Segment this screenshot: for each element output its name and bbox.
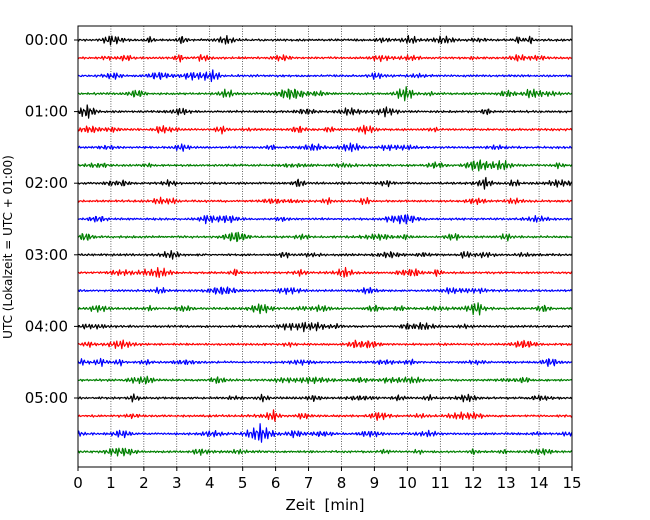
x-tick-label: 9 — [370, 474, 380, 492]
seismogram-trace — [77, 393, 573, 403]
x-tick-label: 11 — [431, 474, 450, 492]
plot-frame — [77, 25, 573, 468]
y-tick-label: 00:00 — [25, 31, 68, 49]
seismogram-trace — [77, 375, 573, 385]
seismogram-traces — [77, 34, 573, 457]
x-tick-label: 14 — [530, 474, 549, 492]
seismogram-trace — [77, 302, 573, 316]
y-axis-ticks: 00:00 01:00 02:00 03:00 04:00 05:00 — [25, 31, 78, 407]
seismogram-trace — [77, 34, 573, 46]
x-tick-label: 5 — [238, 474, 248, 492]
y-tick-label: 05:00 — [25, 389, 68, 407]
x-axis-ticks: 0 1 2 3 4 5 6 7 8 9 10 11 12 13 14 15 — [73, 467, 582, 492]
y-tick-label: 01:00 — [25, 103, 68, 121]
x-tick-label: 6 — [271, 474, 281, 492]
seismogram-trace — [77, 54, 573, 63]
seismogram-trace — [77, 250, 573, 260]
x-tick-label: 8 — [337, 474, 347, 492]
x-tick-label: 15 — [562, 474, 581, 492]
x-tick-label: 13 — [497, 474, 516, 492]
seismogram-trace — [77, 104, 573, 119]
seismogram-trace — [77, 423, 573, 443]
seismogram-trace — [77, 159, 573, 172]
seismogram-trace — [77, 142, 573, 153]
x-tick-label: 0 — [73, 474, 83, 492]
vertical-gridlines — [110, 26, 540, 467]
x-tick-label: 12 — [464, 474, 483, 492]
seismogram-trace — [77, 321, 573, 333]
y-tick-label: 02:00 — [25, 174, 68, 192]
seismogram-trace — [77, 357, 573, 367]
seismogram-trace — [77, 86, 573, 102]
seismogram-trace — [77, 124, 573, 135]
y-axis-label: UTC (Lokalzeit = UTC + 01:00) — [1, 155, 15, 339]
seismogram-trace — [77, 409, 573, 422]
x-tick-label: 1 — [106, 474, 116, 492]
x-tick-label: 3 — [172, 474, 182, 492]
seismogram-trace — [77, 266, 573, 278]
x-tick-label: 10 — [398, 474, 417, 492]
seismogram-trace — [77, 339, 573, 350]
x-tick-label: 4 — [205, 474, 215, 492]
seismogram-trace — [77, 214, 573, 225]
y-tick-label: 04:00 — [25, 317, 68, 335]
x-tick-label: 2 — [139, 474, 149, 492]
seismogram-trace — [77, 231, 573, 243]
seismogram-trace — [77, 176, 573, 190]
seismogram-trace — [77, 447, 573, 457]
seismogram-trace — [77, 196, 573, 206]
seismogram-trace — [77, 69, 573, 83]
x-tick-label: 7 — [304, 474, 314, 492]
seismogram-trace — [77, 286, 573, 295]
x-axis-label: Zeit [min] — [285, 496, 364, 514]
y-tick-label: 03:00 — [25, 246, 68, 264]
